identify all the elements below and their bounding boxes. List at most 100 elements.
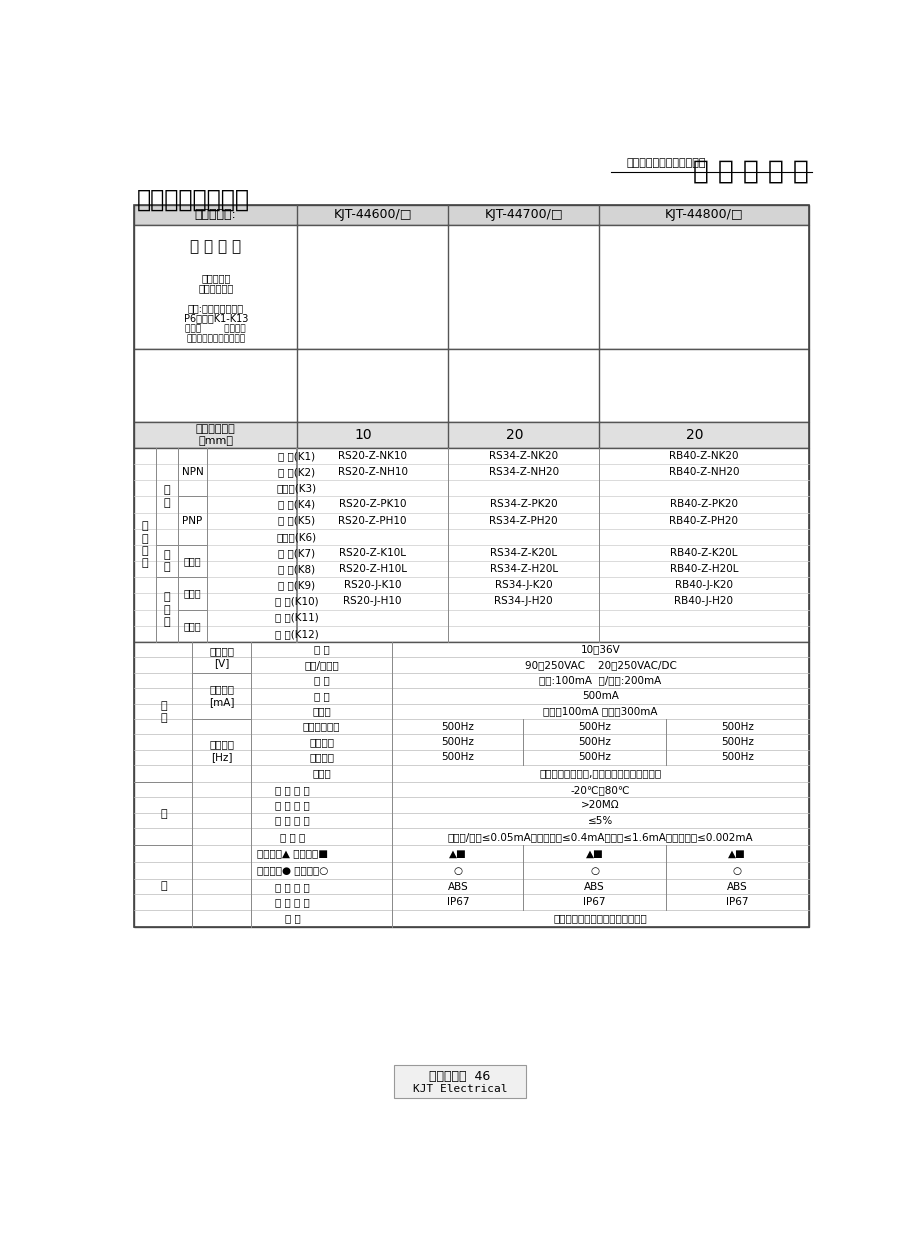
Bar bbox=[393, 1065, 525, 1098]
Text: 直流三/四线≤0.05mA，直流二线≤0.4mA，交流≤1.6mA，触点输出≤0.002mA: 直流三/四线≤0.05mA，直流二线≤0.4mA，交流≤1.6mA，触点输出≤0… bbox=[448, 832, 753, 842]
Text: 交
直
流: 交 直 流 bbox=[164, 592, 170, 627]
Text: 数: 数 bbox=[160, 881, 166, 891]
Text: 顺时针旋转: 顺时针旋转 bbox=[201, 274, 230, 284]
Text: 500Hz: 500Hz bbox=[441, 737, 474, 747]
Bar bbox=[134, 448, 808, 642]
Text: 交流二线: 交流二线 bbox=[309, 752, 334, 762]
Text: KJT-44700/□: KJT-44700/□ bbox=[484, 209, 562, 221]
Text: 参: 参 bbox=[160, 808, 166, 818]
Text: 南 京 凯 基 特: 南 京 凯 基 特 bbox=[692, 159, 808, 185]
Text: 常 开(K9): 常 开(K9) bbox=[278, 581, 315, 591]
Text: 常 闭(K12): 常 闭(K12) bbox=[275, 628, 318, 638]
Text: 90～250VAC    20～250VAC/DC: 90～250VAC 20～250VAC/DC bbox=[524, 659, 675, 669]
Text: RS20-Z-PK10: RS20-Z-PK10 bbox=[338, 500, 406, 510]
Text: 电源指示● 动作指示○: 电源指示● 动作指示○ bbox=[256, 866, 328, 876]
Bar bbox=[134, 350, 808, 422]
Text: RS20-J-K10: RS20-J-K10 bbox=[344, 581, 401, 591]
Text: 500Hz: 500Hz bbox=[720, 737, 753, 747]
Text: 直 流: 直 流 bbox=[313, 676, 329, 686]
Text: 常 开(K11): 常 开(K11) bbox=[275, 613, 318, 623]
Text: RS20-Z-NH10: RS20-Z-NH10 bbox=[337, 467, 407, 477]
Text: 交直流: 交直流 bbox=[312, 768, 331, 778]
Text: RB40-Z-NK20: RB40-Z-NK20 bbox=[668, 451, 738, 461]
Text: RS34-Z-NH20: RS34-Z-NH20 bbox=[488, 467, 558, 477]
Text: 技
术: 技 术 bbox=[160, 701, 166, 723]
Text: RS34-Z-PH20: RS34-Z-PH20 bbox=[489, 516, 558, 526]
Text: 直 流: 直 流 bbox=[313, 644, 329, 654]
Text: 500Hz: 500Hz bbox=[720, 752, 753, 762]
Text: IP67: IP67 bbox=[447, 897, 469, 907]
Text: 直流时100mA 交流时300mA: 直流时100mA 交流时300mA bbox=[543, 706, 657, 716]
Text: RS34-J-H20: RS34-J-H20 bbox=[494, 597, 552, 607]
Text: 直流二线: 直流二线 bbox=[309, 737, 334, 747]
Text: RB40-Z-PK20: RB40-Z-PK20 bbox=[669, 500, 737, 510]
Text: 开＋闭(K6): 开＋闭(K6) bbox=[277, 532, 316, 542]
Text: 重 复 精 度: 重 复 精 度 bbox=[275, 816, 310, 826]
Text: 具
备
型
号: 具 备 型 号 bbox=[142, 521, 148, 568]
Text: 20: 20 bbox=[505, 428, 523, 442]
Text: 备 注: 备 注 bbox=[284, 913, 300, 923]
Text: 二线制: 二线制 bbox=[184, 556, 201, 566]
Text: RB40-J-K20: RB40-J-K20 bbox=[675, 581, 732, 591]
Text: 常 闭(K8): 常 闭(K8) bbox=[278, 565, 315, 575]
Text: KJT-44600/□: KJT-44600/□ bbox=[333, 209, 412, 221]
Bar bbox=[134, 205, 808, 927]
Text: IP67: IP67 bbox=[583, 897, 606, 907]
Text: 电源电压
[V]: 电源电压 [V] bbox=[209, 646, 233, 668]
Text: IP67: IP67 bbox=[725, 897, 748, 907]
Text: ○: ○ bbox=[453, 866, 462, 876]
Text: 常 闭(K10): 常 闭(K10) bbox=[275, 597, 318, 607]
Text: （齐平式）（非齐平式）: （齐平式）（非齐平式） bbox=[186, 335, 245, 343]
Text: RS34-Z-PK20: RS34-Z-PK20 bbox=[490, 500, 557, 510]
Text: 电容式接近传感器: 电容式接近传感器 bbox=[137, 187, 249, 211]
Text: 防 护 等 级: 防 护 等 级 bbox=[275, 897, 310, 907]
Text: RS20-Z-K10L: RS20-Z-K10L bbox=[339, 548, 406, 558]
Text: 常 闭(K5): 常 闭(K5) bbox=[278, 516, 315, 526]
Text: ▲■: ▲■ bbox=[448, 848, 466, 858]
Text: 500mA: 500mA bbox=[582, 691, 618, 701]
Text: 极性保护▲ 短路保护■: 极性保护▲ 短路保护■ bbox=[256, 848, 327, 858]
Text: RS20-Z-H10L: RS20-Z-H10L bbox=[338, 565, 406, 575]
Text: 二线制: 二线制 bbox=[184, 621, 201, 631]
Bar bbox=[134, 422, 808, 448]
Text: RB40-J-H20: RB40-J-H20 bbox=[674, 597, 732, 607]
Text: RS34-Z-NK20: RS34-Z-NK20 bbox=[489, 451, 558, 461]
Text: RS20-Z-NK10: RS20-Z-NK10 bbox=[338, 451, 407, 461]
Text: 交流/交直流: 交流/交直流 bbox=[304, 659, 338, 669]
Text: 交 流: 交 流 bbox=[313, 691, 329, 701]
Text: 交直流: 交直流 bbox=[312, 706, 331, 716]
Text: 20: 20 bbox=[686, 428, 703, 442]
Text: 按照使用电源不同,请参照二线制的反应频率: 按照使用电源不同,请参照二线制的反应频率 bbox=[539, 768, 661, 778]
Text: RB40-Z-NH20: RB40-Z-NH20 bbox=[668, 467, 739, 477]
Text: 二线:100mA  三/四线:200mA: 二线:100mA 三/四线:200mA bbox=[539, 676, 661, 686]
Text: KJT Electrical: KJT Electrical bbox=[413, 1084, 506, 1094]
Text: RS20-Z-PH10: RS20-Z-PH10 bbox=[338, 516, 406, 526]
Text: 常 开(K4): 常 开(K4) bbox=[278, 500, 315, 510]
Text: 常 开(K7): 常 开(K7) bbox=[278, 548, 315, 558]
Text: 漏 电 流: 漏 电 流 bbox=[279, 832, 305, 842]
Text: 埋入式        非埋入式: 埋入式 非埋入式 bbox=[186, 325, 245, 333]
Text: 500Hz: 500Hz bbox=[441, 722, 474, 732]
Text: RS34-Z-K20L: RS34-Z-K20L bbox=[490, 548, 557, 558]
Text: 开＋闭(K3): 开＋闭(K3) bbox=[277, 483, 316, 493]
Text: 500Hz: 500Hz bbox=[578, 737, 610, 747]
Text: RS20-J-H10: RS20-J-H10 bbox=[343, 597, 402, 607]
Text: 500Hz: 500Hz bbox=[578, 722, 610, 732]
Text: RB40-Z-K20L: RB40-Z-K20L bbox=[670, 548, 737, 558]
Text: -20℃～80℃: -20℃～80℃ bbox=[570, 784, 630, 794]
Bar bbox=[134, 225, 808, 350]
Text: RS34-J-K20: RS34-J-K20 bbox=[494, 581, 552, 591]
Text: ○: ○ bbox=[590, 866, 598, 876]
Text: 外 壳 材 料: 外 壳 材 料 bbox=[275, 882, 310, 892]
Text: ▲■: ▲■ bbox=[585, 848, 603, 858]
Text: 凯基特电气  46: 凯基特电气 46 bbox=[429, 1070, 490, 1083]
Text: 环 境 温 度: 环 境 温 度 bbox=[275, 784, 310, 794]
Text: ○: ○ bbox=[732, 866, 741, 876]
Text: ▲■: ▲■ bbox=[728, 848, 745, 858]
Text: 外 形 尺 寸: 外 形 尺 寸 bbox=[190, 240, 241, 255]
Text: NPN: NPN bbox=[181, 467, 203, 477]
Text: 外形长度可根据客户要求定制加工: 外形长度可根据客户要求定制加工 bbox=[553, 913, 647, 923]
Text: 说明:各接线图请详见: 说明:各接线图请详见 bbox=[187, 304, 244, 313]
Text: 10～36V: 10～36V bbox=[580, 644, 619, 654]
Text: 交
流: 交 流 bbox=[164, 550, 170, 572]
